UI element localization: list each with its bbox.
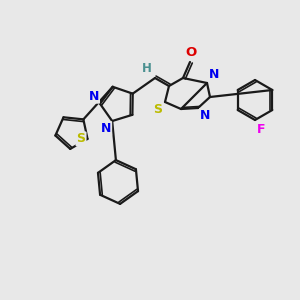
Text: N: N [209, 68, 219, 81]
Text: N: N [200, 109, 210, 122]
Text: N: N [88, 90, 99, 103]
Text: H: H [142, 62, 152, 75]
Text: F: F [257, 123, 266, 136]
Text: S: S [76, 132, 85, 146]
Text: N: N [101, 122, 111, 135]
Text: O: O [185, 46, 197, 59]
Text: S: S [153, 103, 162, 116]
